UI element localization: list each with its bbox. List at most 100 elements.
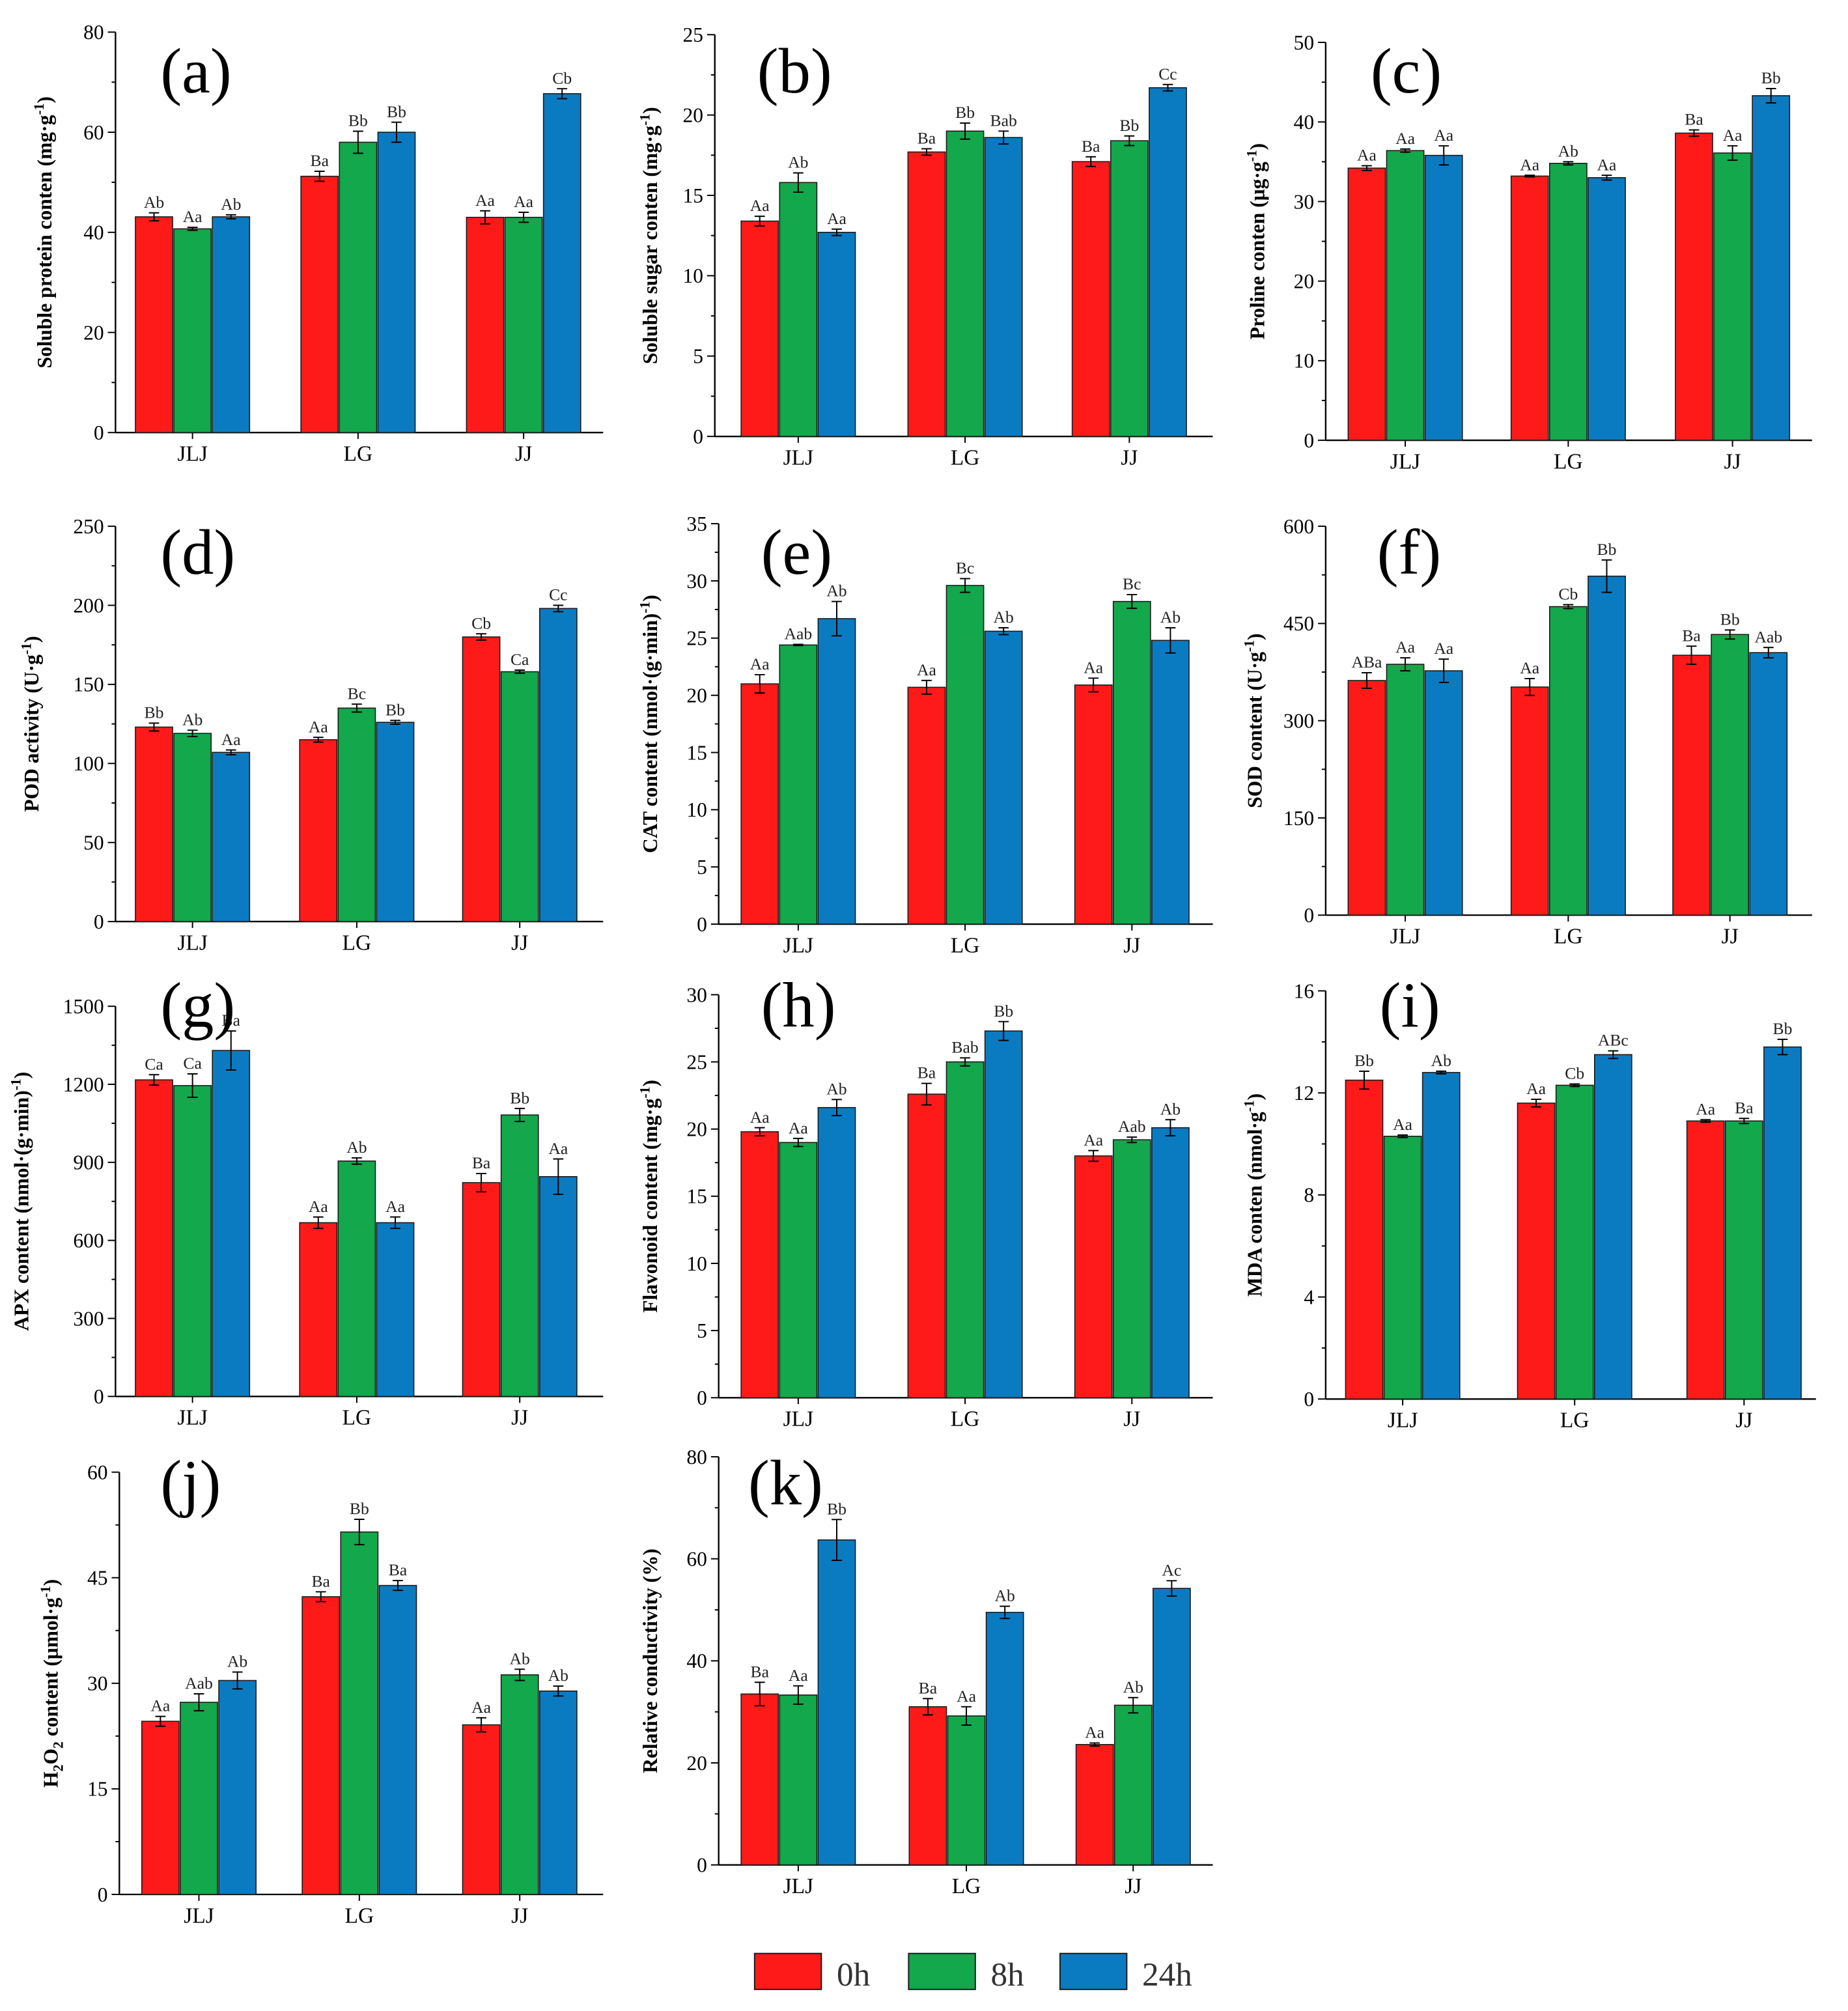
y-axis-title-text: SOD content (U·g	[1243, 652, 1266, 808]
x-category-label: JLJ	[1390, 449, 1421, 473]
bar-jlj-0h	[1345, 1079, 1384, 1400]
significance-label: Aa	[789, 1118, 808, 1137]
y-tick-label: 150	[1283, 807, 1314, 830]
bar-jj-8h	[500, 1674, 539, 1895]
significance-label: Bc	[348, 684, 366, 703]
y-tick-label: 5	[697, 856, 707, 879]
x-category-label: JLJ	[177, 1406, 208, 1430]
significance-label: Aa	[150, 1696, 170, 1715]
significance-label: Aa	[917, 660, 936, 679]
x-category-label: LG	[343, 931, 372, 955]
bar-lg-8h	[1555, 1084, 1594, 1400]
x-category-label: JJ	[1735, 1409, 1752, 1433]
bar-lg-0h	[1517, 1103, 1556, 1400]
x-category-label: JJ	[1121, 445, 1138, 470]
significance-label: Ac	[1162, 1560, 1181, 1579]
bar-jlj-24h	[817, 231, 856, 437]
significance-label: Aa	[1395, 638, 1415, 656]
y-axis-title: Soluble protein conten (mg·g-1)	[31, 96, 56, 369]
bar-jlj-24h	[817, 1106, 856, 1399]
y-tick-label: 300	[1283, 710, 1314, 733]
bar-jlj-8h	[1386, 664, 1425, 916]
significance-label: Aa	[183, 207, 203, 226]
bar-jlj-0h	[135, 1079, 173, 1398]
bar-jlj-0h	[1347, 680, 1386, 916]
significance-label: Ab	[788, 153, 808, 172]
y-tick-label: 300	[73, 1307, 104, 1330]
significance-label: Bb	[1597, 540, 1617, 559]
bar-jj-24h	[1151, 1127, 1190, 1399]
panel-h: 0 5 10 15 20 25 30 JLJ LG JJ Aa Ba Aa Aa Bab Aab Ab Bb Ab F…	[637, 970, 1213, 1431]
y-axis-title-text: APX content (nmol·(g·min)	[10, 1090, 33, 1330]
panel-k: 0 20 40 60 80 JLJ LG JJ Ba Ba Aa Aa Aa Ab Bb Ab Ac Relati…	[639, 1446, 1213, 1898]
x-category-label: JLJ	[783, 933, 814, 957]
bar-jj-8h	[500, 671, 539, 922]
bar-jj-24h	[1151, 640, 1190, 925]
y-tick-label: 15	[686, 1185, 707, 1208]
bar-jj-24h	[1153, 1588, 1191, 1866]
significance-label: Aa	[1357, 146, 1377, 165]
significance-label: Aa	[827, 209, 847, 228]
bar-lg-8h	[340, 1531, 379, 1895]
bar-jj-24h	[539, 608, 578, 922]
significance-label: Ab	[144, 193, 164, 212]
y-axis-title-subscript: 2	[51, 1741, 66, 1749]
significance-label: Ab	[826, 582, 847, 600]
y-tick-label: 40	[83, 221, 104, 244]
y-tick-label: 25	[683, 23, 704, 46]
bar-jj-24h	[542, 93, 581, 434]
panel-d: 0 50 100 150 200 250 JLJ LG JJ Bb Aa Cb Ab Bc Ca Aa Bb Cc…	[18, 515, 604, 955]
y-tick-label: 900	[73, 1151, 104, 1174]
bar-jlj-8h	[779, 182, 818, 437]
significance-label: Bab	[951, 1038, 978, 1057]
panel-label: (k)	[748, 1448, 823, 1519]
y-axis-title-text: POD activity (U·g	[20, 654, 43, 812]
y-axis-title-superscript: -1	[8, 1078, 24, 1090]
y-tick-label: 20	[686, 1752, 707, 1775]
bar-jlj-0h	[135, 216, 173, 434]
significance-label: Ba	[311, 151, 329, 170]
panel-label: (e)	[761, 517, 832, 588]
y-tick-label: 40	[1294, 111, 1315, 134]
bar-jj-0h	[462, 636, 501, 922]
significance-label: Ab	[994, 608, 1014, 626]
bar-lg-0h	[299, 1222, 338, 1398]
significance-label: Ba	[389, 1560, 408, 1579]
significance-label: Aab	[785, 625, 813, 643]
bar-jj-24h	[1149, 87, 1187, 437]
significance-label: Bab	[990, 111, 1017, 130]
y-axis-title-subscript: 2	[51, 1765, 66, 1772]
legend: 0h 8h 24h	[753, 1952, 1192, 1993]
bar-jj-8h	[1113, 1704, 1153, 1866]
bar-lg-24h	[1588, 177, 1626, 441]
significance-label: Aa	[471, 1698, 491, 1717]
legend-item-8h: 8h	[908, 1952, 1024, 1993]
y-tick-label: 16	[1294, 979, 1315, 1002]
y-axis-title: H2O2 content (μmol·g-1)	[38, 1579, 66, 1788]
y-tick-label: 30	[87, 1672, 108, 1695]
y-axis-title-text: )	[1246, 143, 1268, 150]
x-category-label: JLJ	[1390, 925, 1421, 949]
y-axis-title-superscript: -1	[1242, 1100, 1257, 1112]
legend-item-0h: 0h	[753, 1952, 870, 1993]
bar-jlj-8h	[779, 644, 818, 925]
significance-label: Bb	[385, 700, 405, 719]
bar-jlj-24h	[212, 216, 251, 434]
bar-jj-24h	[1749, 652, 1788, 916]
bar-lg-24h	[377, 132, 416, 434]
significance-label: Aa	[1723, 126, 1743, 145]
y-axis-title-text: Flavonoid content (mg·g	[639, 1098, 662, 1312]
bar-jj-0h	[1675, 132, 1713, 441]
significance-label: Ab	[346, 1138, 367, 1157]
y-tick-label: 600	[1283, 515, 1314, 538]
significance-label: Aa	[1520, 155, 1539, 174]
bar-jlj-8h	[173, 1085, 212, 1398]
significance-label: Aab	[185, 1674, 213, 1693]
significance-label: Ba	[222, 1011, 241, 1030]
bar-lg-24h	[376, 1222, 415, 1398]
bar-lg-0h	[1510, 686, 1549, 916]
significance-label: Bb	[348, 111, 368, 130]
significance-label: Ab	[510, 1649, 530, 1668]
y-tick-label: 60	[87, 1461, 108, 1484]
significance-label: Ba	[1685, 110, 1703, 129]
